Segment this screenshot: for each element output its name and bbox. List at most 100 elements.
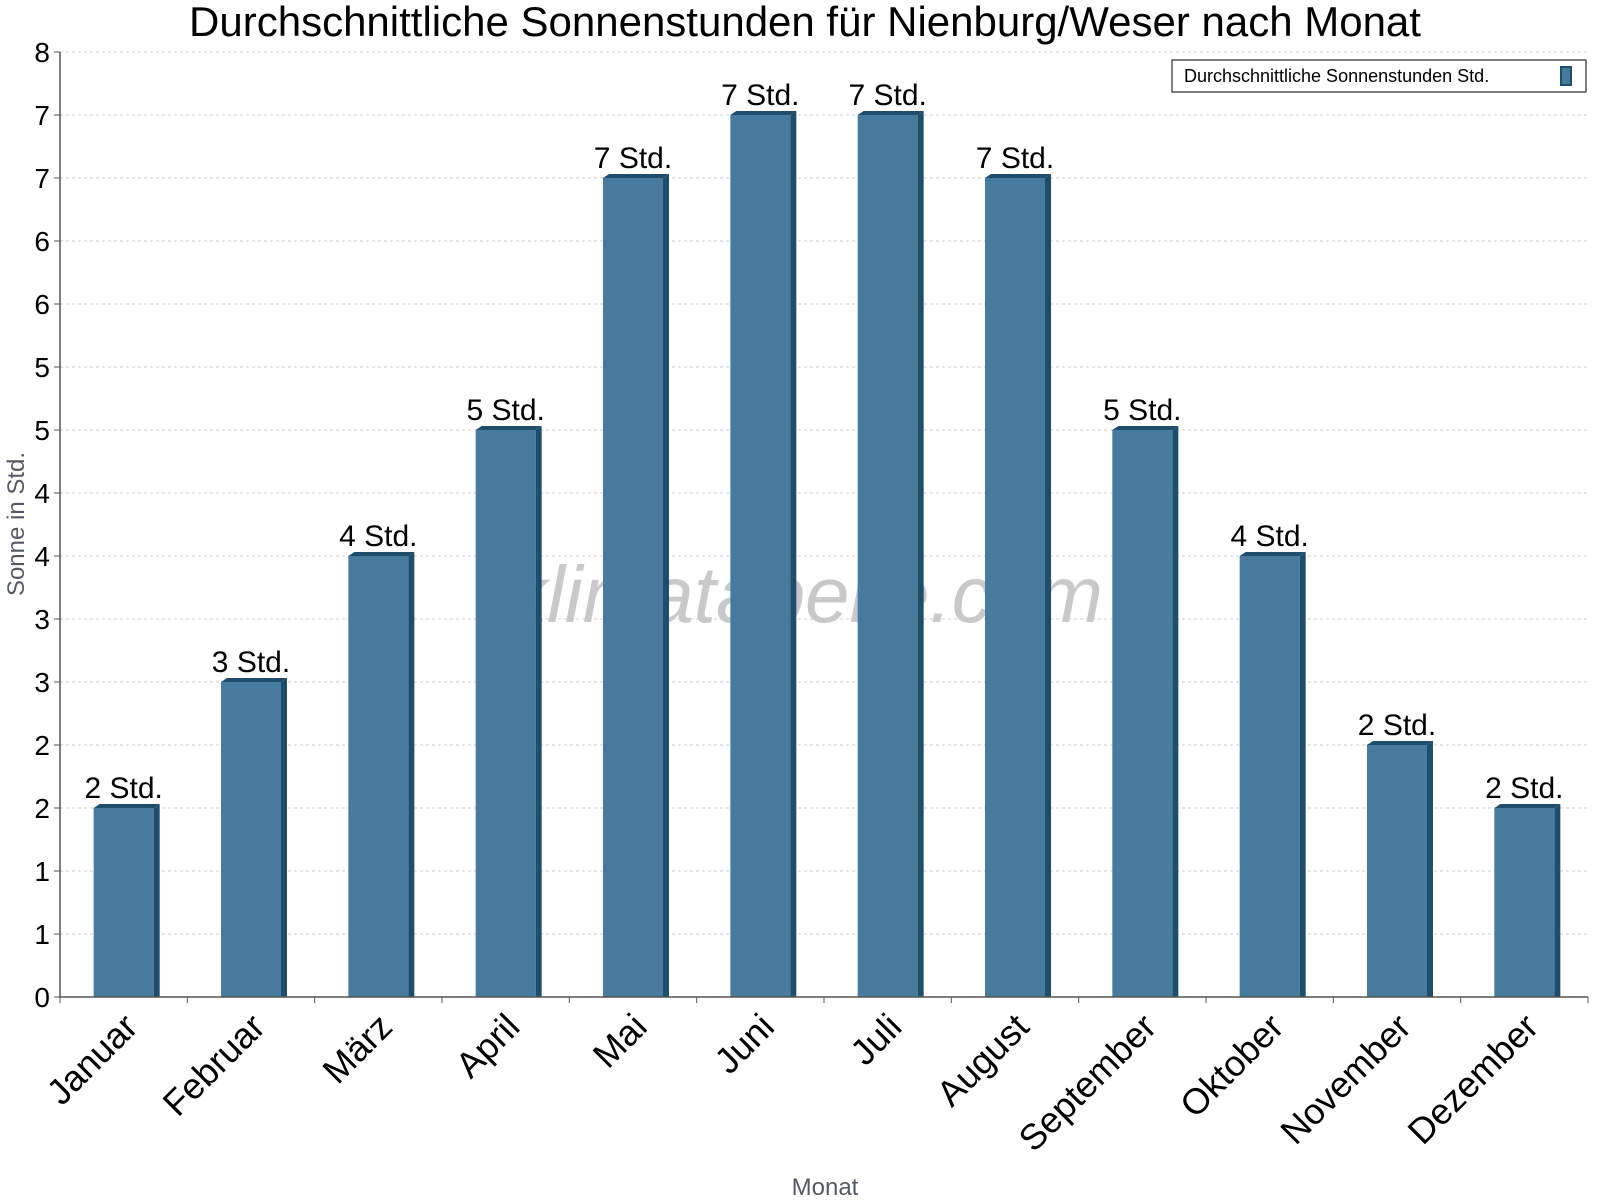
data-label: 7 Std.: [721, 79, 799, 112]
bar-side: [790, 111, 797, 997]
x-tick-label: Juni: [706, 1006, 782, 1082]
bar-10: [1367, 741, 1433, 997]
bar-top: [93, 804, 160, 808]
bar: [1494, 808, 1555, 997]
bar: [348, 556, 409, 997]
bar: [475, 430, 536, 997]
y-tick-label: 7: [34, 163, 50, 194]
bar-top: [475, 426, 542, 430]
bar: [985, 178, 1045, 997]
x-tick-label: Februar: [155, 1006, 273, 1124]
bar-6: [857, 111, 924, 997]
bar-top: [1494, 804, 1561, 808]
data-label: 4 Std.: [1230, 520, 1308, 553]
data-label: 7 Std.: [848, 79, 926, 112]
data-label: 2 Std.: [84, 772, 162, 805]
x-tick-label: August: [928, 1006, 1036, 1114]
y-tick-label: 5: [34, 352, 50, 383]
bar-8: [1112, 426, 1179, 997]
bar-7: [985, 174, 1051, 997]
bar-top: [348, 552, 415, 556]
bar-side: [917, 111, 924, 997]
y-tick-label: 4: [34, 478, 50, 509]
data-label: 7 Std.: [976, 142, 1054, 175]
y-tick-label: 3: [34, 604, 50, 635]
y-tick-label: 6: [34, 289, 50, 320]
bar-1: [221, 678, 287, 997]
bars: [93, 111, 1561, 997]
bar-side: [153, 804, 160, 997]
y-tick-label: 0: [34, 982, 50, 1013]
bar-top: [730, 111, 797, 115]
bar-side: [663, 174, 669, 997]
legend-label: Durchschnittliche Sonnenstunden Std.: [1184, 66, 1489, 86]
axes: [54, 51, 1589, 1003]
bar: [1367, 745, 1427, 997]
bar-2: [348, 552, 415, 997]
bar-side: [1554, 804, 1561, 997]
bar-top: [985, 174, 1051, 178]
legend-swatch: [1560, 66, 1572, 86]
data-label: 2 Std.: [1358, 709, 1436, 742]
x-tick-label: Dezember: [1400, 1006, 1546, 1152]
y-axis-label: Sonne in Std.: [3, 452, 30, 596]
x-tick-label: März: [314, 1006, 400, 1092]
bar-top: [603, 174, 669, 178]
y-tick-label: 6: [34, 226, 50, 257]
bar: [1112, 430, 1173, 997]
bar-side: [1172, 426, 1179, 997]
x-tick-label: September: [1010, 1006, 1164, 1160]
legend: Durchschnittliche Sonnenstunden Std.: [1171, 59, 1587, 93]
bar-0: [93, 804, 160, 997]
bar: [730, 115, 791, 997]
bar-top: [1112, 426, 1179, 430]
bar: [603, 178, 663, 997]
bar-4: [603, 174, 669, 997]
x-tick-label: November: [1272, 1006, 1418, 1152]
bar-side: [535, 426, 542, 997]
y-tick-labels: 0 1 1 2 2 3 3 4 4 5 5 6 6 7 7 8: [34, 37, 50, 1013]
bar-5: [730, 111, 797, 997]
data-label: 4 Std.: [339, 520, 417, 553]
bar: [857, 115, 918, 997]
x-tick-label: April: [447, 1006, 527, 1086]
bar-side: [1045, 174, 1051, 997]
x-tick-label: Oktober: [1172, 1006, 1292, 1126]
gridlines: [60, 51, 1588, 935]
bar-top: [221, 678, 287, 682]
data-label: 7 Std.: [594, 142, 672, 175]
y-tick-label: 3: [34, 667, 50, 698]
bar-side: [1427, 741, 1433, 997]
bar-top: [857, 111, 924, 115]
chart-title: Durchschnittliche Sonnenstunden für Nien…: [189, 0, 1421, 45]
y-tick-label: 7: [34, 100, 50, 131]
x-tick-label: Juli: [842, 1006, 909, 1073]
bar-9: [1239, 552, 1306, 997]
data-label: 5 Std.: [466, 394, 544, 427]
x-tick-label: Januar: [38, 1006, 145, 1113]
y-tick-label: 5: [34, 415, 50, 446]
bar-3: [475, 426, 542, 997]
bar-side: [281, 678, 287, 997]
bar: [93, 808, 154, 997]
bar: [1239, 556, 1300, 997]
data-labels: 2 Std. 3 Std. 4 Std. 5 Std. 7 Std. 7 Std. 7 St…: [84, 79, 1563, 805]
bar-side: [408, 552, 415, 997]
y-tick-label: 1: [34, 856, 50, 887]
y-tick-label: 2: [34, 793, 50, 824]
data-label: 3 Std.: [212, 646, 290, 679]
x-tick-label: Mai: [585, 1006, 655, 1076]
bar-top: [1239, 552, 1306, 556]
y-tick-label: 4: [34, 541, 50, 572]
y-tick-label: 1: [34, 919, 50, 950]
bar: [221, 682, 281, 997]
data-label: 5 Std.: [1103, 394, 1181, 427]
y-tick-label: 8: [34, 37, 50, 68]
bar-11: [1494, 804, 1561, 997]
x-axis-label: Monat: [792, 1174, 859, 1200]
legend-box: [1171, 59, 1587, 93]
y-tick-label: 2: [34, 730, 50, 761]
data-label: 2 Std.: [1485, 772, 1563, 805]
bar-side: [1299, 552, 1306, 997]
